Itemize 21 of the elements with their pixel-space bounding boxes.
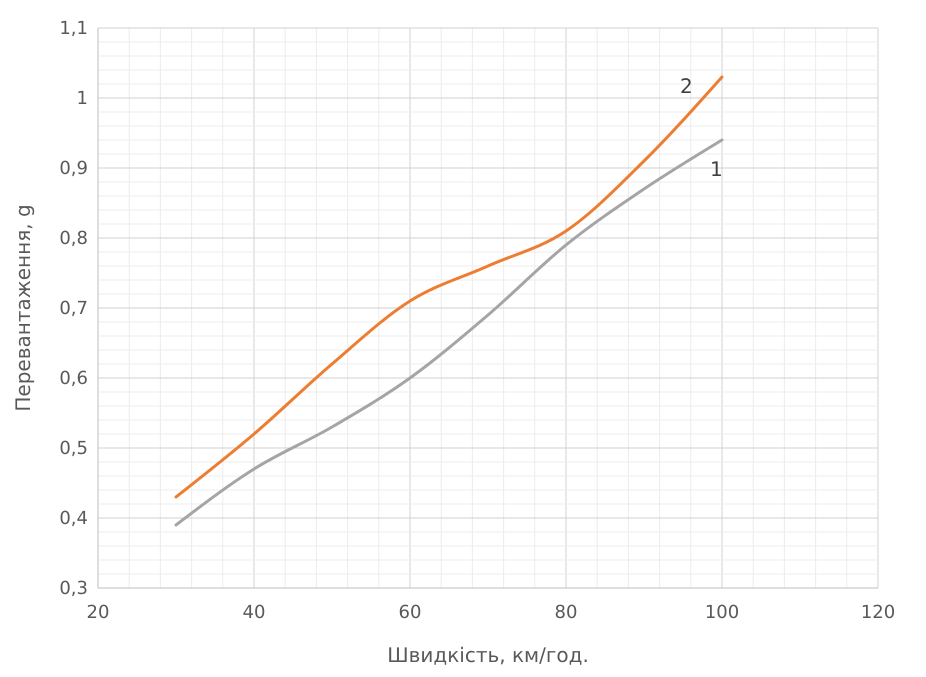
y-tick-label: 0,7 xyxy=(59,298,88,319)
y-tick-label: 0,5 xyxy=(59,438,88,459)
series-label: 2 xyxy=(680,74,693,98)
y-axis-title: Перевантаження, g xyxy=(11,204,35,412)
y-tick-label: 1 xyxy=(76,88,88,109)
x-tick-label: 60 xyxy=(398,602,422,623)
x-tick-label: 80 xyxy=(554,602,578,623)
series-label: 1 xyxy=(710,157,723,181)
y-tick-label: 0,6 xyxy=(59,368,88,389)
line-series xyxy=(174,76,724,498)
x-tick-label: 40 xyxy=(242,602,266,623)
x-axis-title: Швидкість, км/год. xyxy=(387,643,589,667)
y-tick-label: 0,4 xyxy=(59,508,88,529)
line-series xyxy=(174,138,724,526)
y-tick-label: 0,3 xyxy=(59,578,88,599)
y-tick-label: 0,9 xyxy=(59,158,88,179)
x-tick-label: 120 xyxy=(860,602,896,623)
x-tick-label: 100 xyxy=(704,602,740,623)
x-tick-label: 20 xyxy=(86,602,110,623)
y-tick-label: 0,8 xyxy=(59,228,88,249)
y-tick-label: 1,1 xyxy=(59,18,88,39)
